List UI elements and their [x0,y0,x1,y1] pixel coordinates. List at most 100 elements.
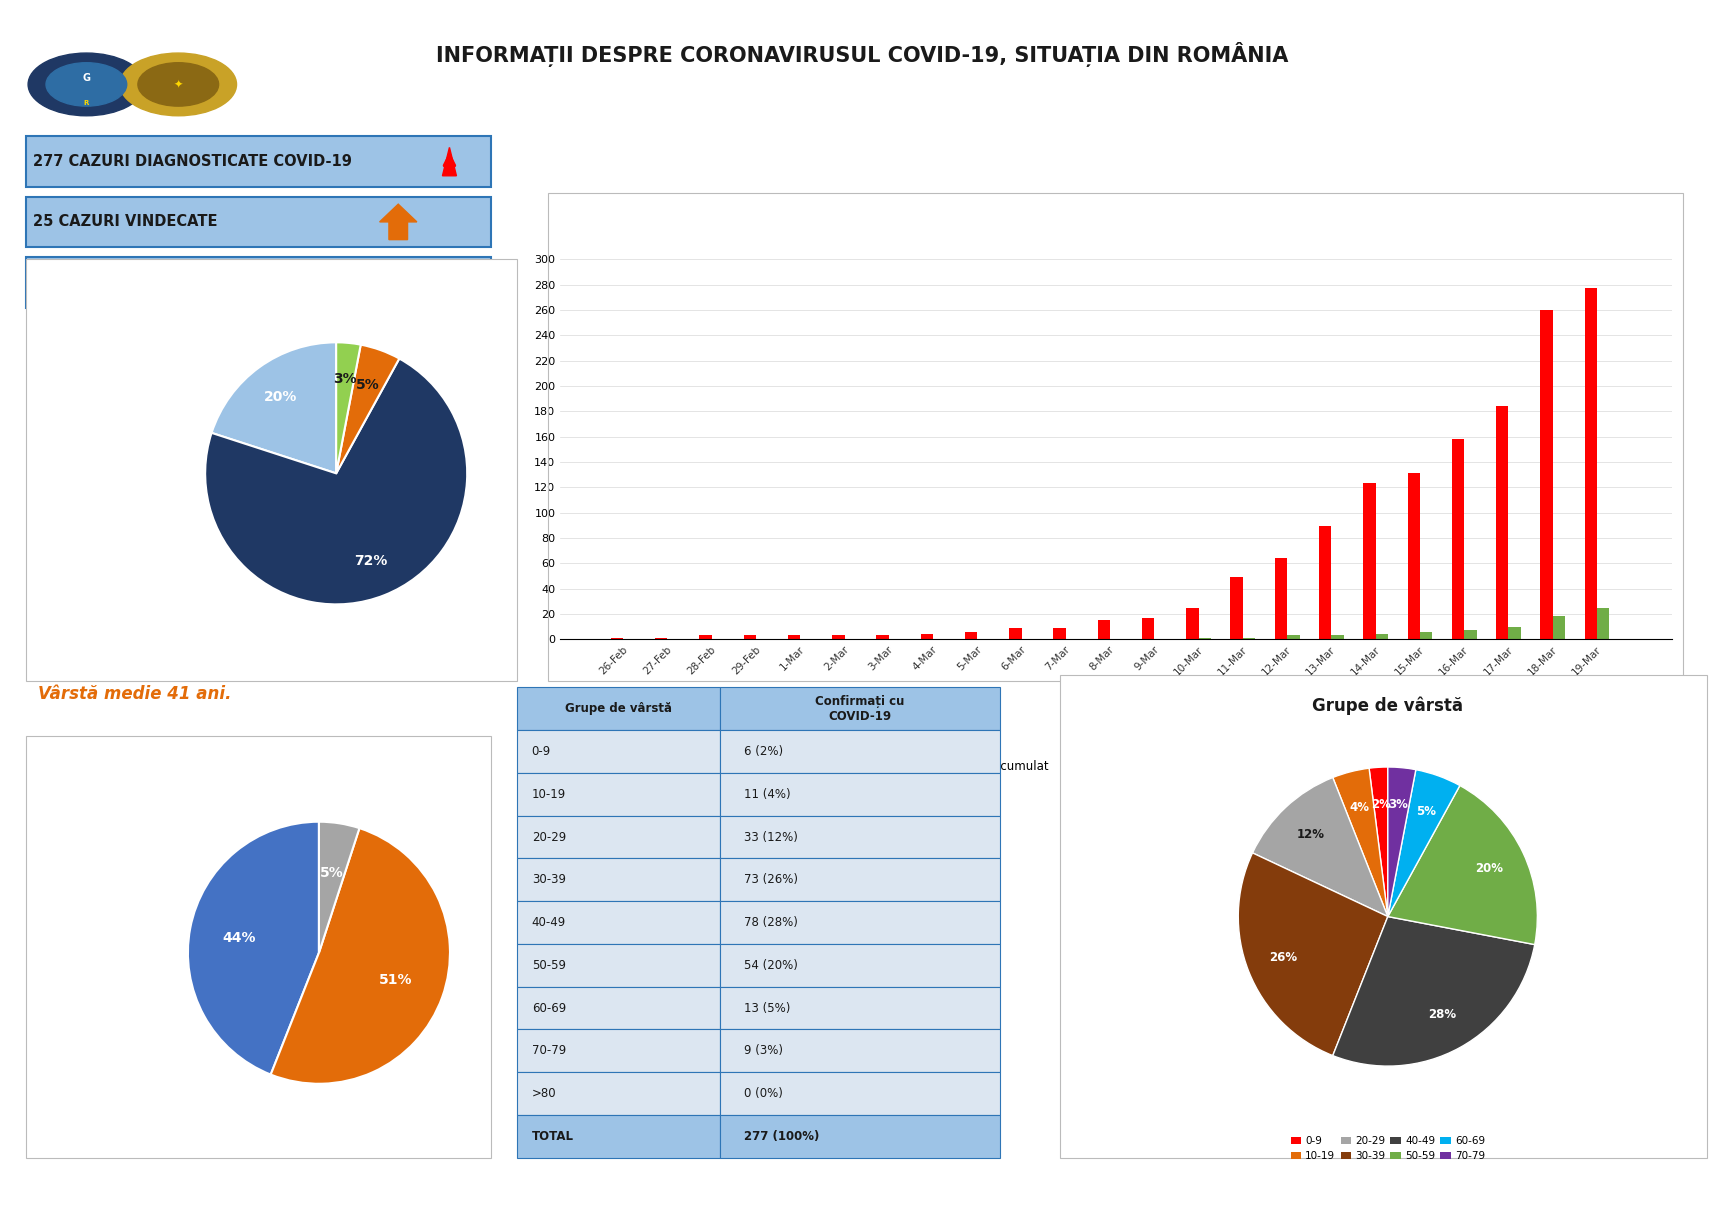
Circle shape [138,63,219,106]
FancyBboxPatch shape [517,987,720,1030]
Text: 50-59: 50-59 [531,959,565,972]
Text: 30-39: 30-39 [531,873,565,886]
Text: 9 (3%): 9 (3%) [744,1044,782,1058]
Wedge shape [1387,785,1537,944]
Bar [1098,620,1110,639]
Bar [1420,632,1432,639]
Text: 5%: 5% [357,377,379,392]
Bar [965,632,977,639]
Bar [1287,636,1299,639]
Polygon shape [379,204,417,240]
Bar [1552,616,1564,639]
Text: Confirmați cu
COVID-19: Confirmați cu COVID-19 [815,695,905,722]
Wedge shape [319,821,358,953]
Text: 2%: 2% [1370,798,1390,812]
Bar [920,634,932,639]
FancyBboxPatch shape [517,730,720,773]
FancyBboxPatch shape [1060,675,1706,1158]
Text: 11 (4%): 11 (4%) [744,788,791,801]
Bar [1363,484,1375,639]
Wedge shape [1368,767,1387,917]
Text: 5%: 5% [319,866,343,879]
Text: 78 (28%): 78 (28%) [744,917,798,929]
FancyBboxPatch shape [720,901,999,944]
FancyBboxPatch shape [720,1072,999,1116]
Wedge shape [271,829,450,1084]
Wedge shape [1387,767,1415,917]
Bar [832,636,844,639]
Wedge shape [1387,769,1459,917]
Bar [1273,558,1287,639]
FancyBboxPatch shape [720,987,999,1030]
Text: 0 DECESE: 0 DECESE [33,275,112,289]
Bar [700,636,712,639]
FancyBboxPatch shape [517,773,720,815]
Bar [1451,439,1463,639]
Bar [1330,636,1342,639]
Bar [1463,631,1475,639]
FancyBboxPatch shape [26,259,517,681]
Text: 0-9: 0-9 [531,745,551,759]
Legend: 0-9, 10-19, 20-29, 30-39, 40-49, 50-59, 60-69, 70-79: 0-9, 10-19, 20-29, 30-39, 40-49, 50-59, … [1285,1132,1489,1165]
Text: 40-49: 40-49 [531,917,565,929]
Bar [1595,608,1608,639]
Text: TOTAL: TOTAL [531,1130,574,1143]
Bar [655,638,667,639]
Text: 10-19: 10-19 [531,788,565,801]
Text: 44%: 44% [222,931,255,944]
Text: 3%: 3% [1387,798,1408,812]
Text: INFORMAȚII DESPRE CORONAVIRUSUL COVID-19, SITUAȚIA DIN ROMÂNIA: INFORMAȚII DESPRE CORONAVIRUSUL COVID-19… [436,42,1287,68]
FancyBboxPatch shape [517,1072,720,1116]
Wedge shape [336,343,360,473]
FancyBboxPatch shape [517,815,720,859]
Bar [1053,628,1065,639]
Polygon shape [443,147,457,176]
Wedge shape [336,345,400,473]
Title: Grupe de vârstă: Grupe de vârstă [1311,697,1463,715]
FancyBboxPatch shape [517,859,720,901]
Wedge shape [212,343,336,473]
Text: 28%: 28% [1427,1008,1454,1021]
FancyBboxPatch shape [720,773,999,815]
Bar [1375,634,1387,639]
Wedge shape [1253,778,1387,917]
Bar [1318,527,1330,639]
FancyBboxPatch shape [517,944,720,987]
Text: 5%: 5% [1415,804,1435,818]
Text: Grupe de vârstă: Grupe de vârstă [565,702,672,715]
Text: >80: >80 [531,1087,557,1100]
Bar [1197,638,1210,639]
Bar [1242,638,1254,639]
Wedge shape [1237,853,1387,1055]
Text: 12%: 12% [1296,829,1325,842]
Bar [1185,608,1197,639]
Text: G: G [83,74,90,83]
Wedge shape [188,821,319,1075]
Bar [1406,473,1420,639]
Text: 26%: 26% [1268,952,1297,965]
Text: 13 (5%): 13 (5%) [744,1002,789,1014]
FancyBboxPatch shape [517,901,720,944]
Bar [1008,628,1022,639]
Text: 33 (12%): 33 (12%) [744,831,798,843]
Circle shape [121,53,236,116]
Text: 20%: 20% [1475,862,1502,876]
Text: 4%: 4% [1349,802,1370,814]
Text: Vârstă medie 41 ani.: Vârstă medie 41 ani. [38,685,231,703]
Wedge shape [205,358,467,604]
FancyBboxPatch shape [26,736,491,1158]
Text: 25 CAZURI VINDECATE: 25 CAZURI VINDECATE [33,215,217,229]
Bar [1141,617,1154,639]
Text: 60-69: 60-69 [531,1002,565,1014]
Text: 3%: 3% [333,373,357,386]
Bar [1583,288,1595,639]
Bar [1508,627,1520,639]
Text: 277 (100%): 277 (100%) [744,1130,818,1143]
Legend: Diagnosticați, cumulat, Vindecați, cumulat, Decese, cumulat: Diagnosticați, cumulat, Vindecați, cumul… [886,755,1346,778]
FancyBboxPatch shape [720,815,999,859]
FancyBboxPatch shape [517,1116,720,1158]
Text: 70-79: 70-79 [531,1044,565,1058]
Wedge shape [1332,768,1387,917]
FancyBboxPatch shape [720,730,999,773]
Text: 6 (2%): 6 (2%) [744,745,782,759]
